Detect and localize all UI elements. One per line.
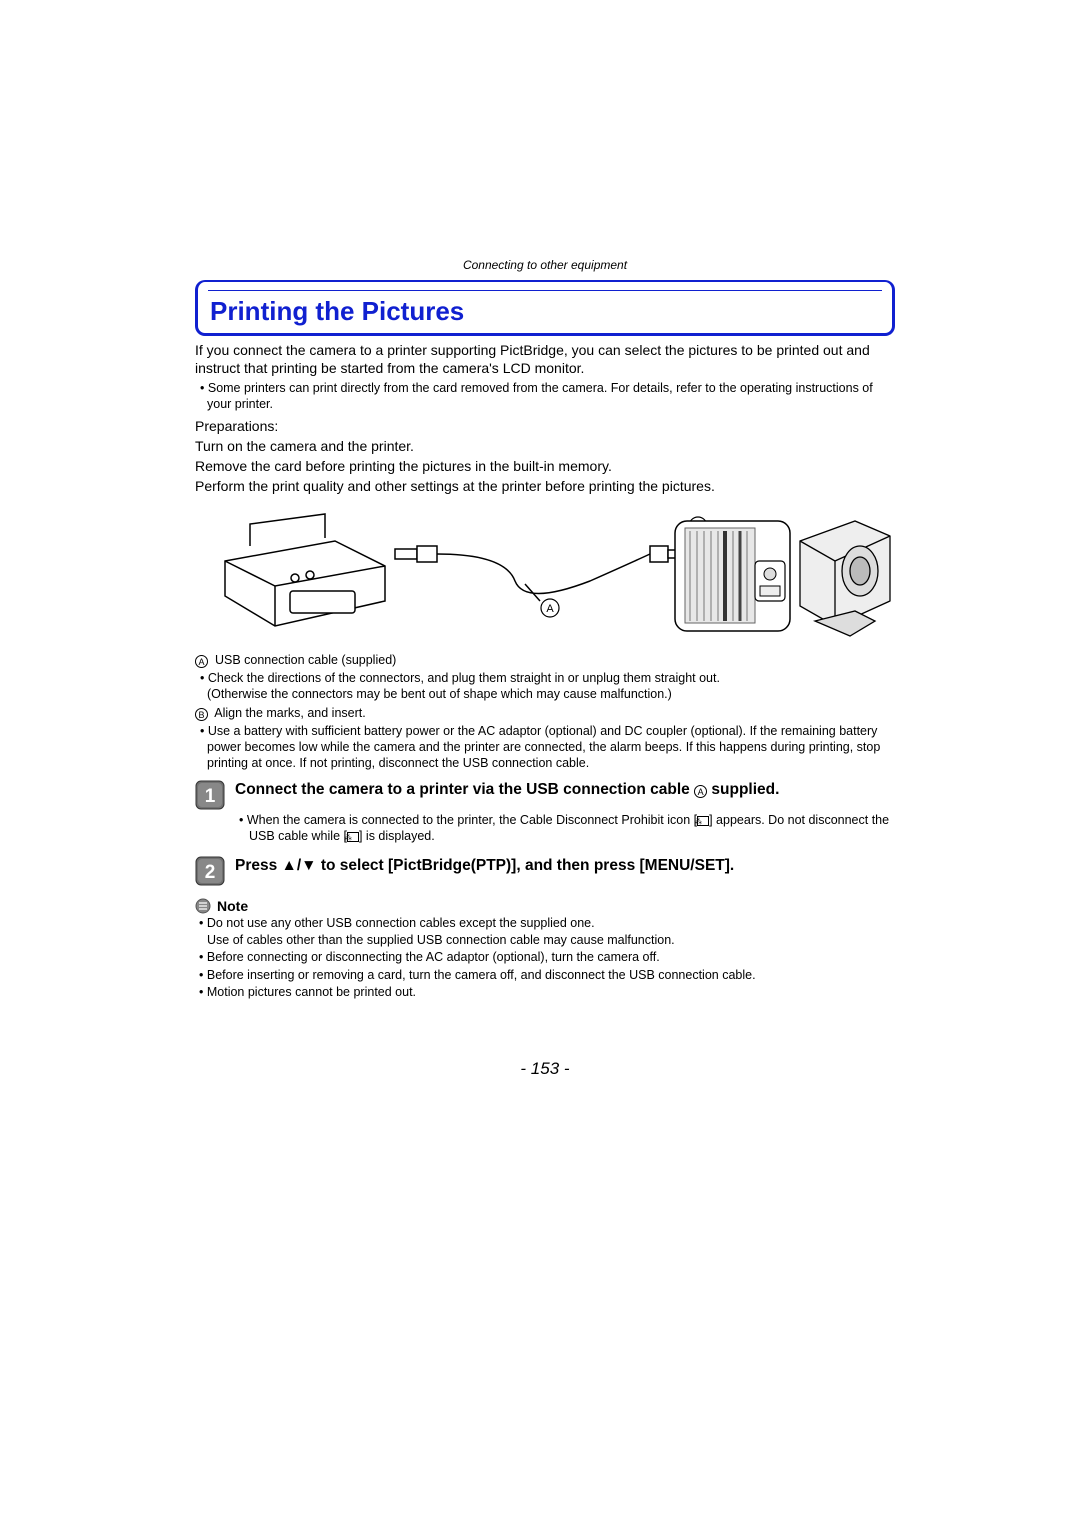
step-1-badge: 1 [195,780,225,810]
b-bullet-text: Use a battery with sufficient battery po… [207,724,880,771]
note-bullet-1: • Do not use any other USB connection ca… [195,915,895,948]
note-bullet-2: • Before connecting or disconnecting the… [195,949,895,966]
prohibit-icon-2: ⁂ [347,832,359,842]
note-b4-text: Motion pictures cannot be printed out. [207,985,416,999]
diagram-a-bullet: • Check the directions of the connectors… [195,670,895,703]
intro-bullet-text: Some printers can print directly from th… [207,381,873,411]
note-b1-sub: Use of cables other than the supplied US… [207,933,675,947]
circle-a-inline-icon: A [694,785,707,798]
a-bullet-sub: (Otherwise the connectors may be bent ou… [207,687,672,701]
note-b1-text: Do not use any other USB connection cabl… [207,916,595,930]
prep-line-1: Turn on the camera and the printer. [195,438,895,456]
connection-diagram: A B [195,506,895,646]
b-caption-text: Align the marks, and insert. [214,706,365,720]
circle-a-icon: A [195,655,208,668]
note-bullet-3: • Before inserting or removing a card, t… [195,967,895,984]
note-b2-text: Before connecting or disconnecting the A… [207,950,660,964]
note-header: Note [195,898,895,914]
intro-bullet: • Some printers can print directly from … [195,380,895,413]
diagram-b-caption: B Align the marks, and insert. [195,705,895,721]
diagram-b-bullet: • Use a battery with sufficient battery … [195,723,895,772]
prep-label: Preparations: [195,418,895,436]
step-1-pre: Connect the camera to a printer via the … [235,781,694,798]
title-rule [208,290,882,291]
title-box: Printing the Pictures [195,280,895,336]
manual-page: Connecting to other equipment Printing t… [195,258,895,1079]
diagram-a-caption: A USB connection cable (supplied) [195,652,895,668]
prep-line-3: Perform the print quality and other sett… [195,478,895,496]
a-caption-text: USB connection cable (supplied) [215,653,396,667]
step-2-row: 2 Press ▲/▼ to select [PictBridge(PTP)],… [195,856,895,886]
note-icon [195,898,211,914]
camera-port-detail [675,521,790,631]
step-1-post: supplied. [707,781,779,798]
step-1-sub-pre: When the camera is connected to the prin… [247,813,697,827]
note-bullet-4: • Motion pictures cannot be printed out. [195,984,895,1001]
usb-cable [395,546,682,601]
step-2-text: Press ▲/▼ to select [PictBridge(PTP)], a… [235,856,734,875]
svg-text:2: 2 [205,862,216,883]
page-number: - 153 - [195,1059,895,1079]
intro-text: If you connect the camera to a printer s… [195,342,895,378]
prohibit-icon: ⁂ [697,816,709,826]
svg-text:1: 1 [205,786,216,807]
diagram-svg: A B [195,506,895,646]
step-1-sub: • When the camera is connected to the pr… [195,812,895,845]
page-title: Printing the Pictures [210,296,880,327]
step-1-text: Connect the camera to a printer via the … [235,780,779,799]
step-1-row: 1 Connect the camera to a printer via th… [195,780,895,810]
step-1-sub-post: ] is displayed. [359,829,435,843]
camera-icon [800,521,890,636]
step-2-badge: 2 [195,856,225,886]
note-b3-text: Before inserting or removing a card, tur… [207,968,756,982]
section-header: Connecting to other equipment [195,258,895,272]
a-bullet-text: Check the directions of the connectors, … [208,671,720,685]
printer-icon [225,514,385,626]
prep-line-2: Remove the card before printing the pict… [195,458,895,476]
note-label: Note [217,898,248,914]
circle-b-icon: B [195,708,208,721]
label-a-text: A [546,603,554,615]
